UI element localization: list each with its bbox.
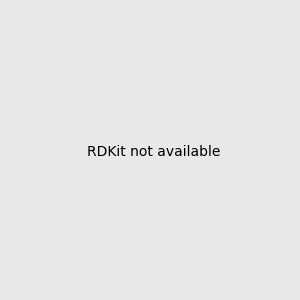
- Text: RDKit not available: RDKit not available: [87, 145, 220, 158]
